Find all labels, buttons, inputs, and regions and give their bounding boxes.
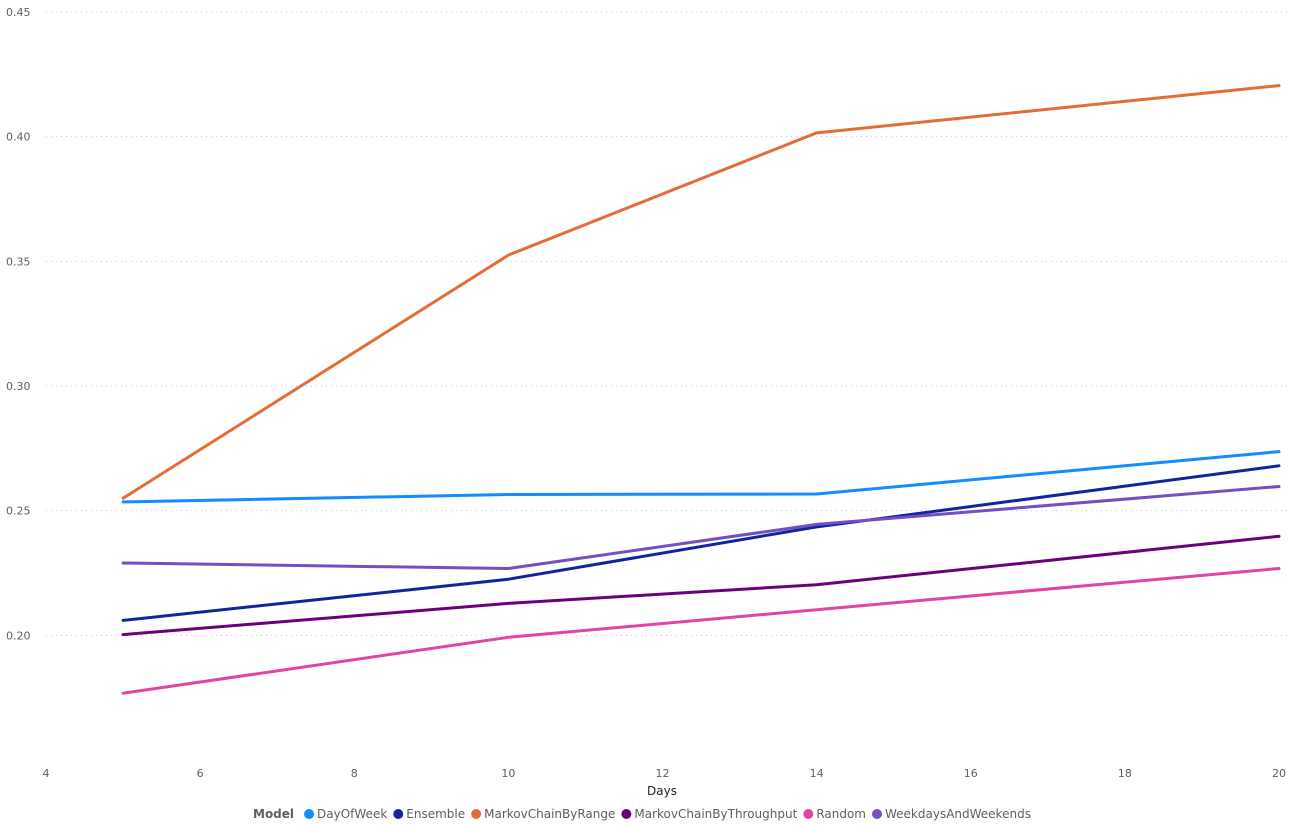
- x-tick-label: 14: [810, 767, 824, 780]
- x-tick-label: 18: [1118, 767, 1132, 780]
- y-tick-label: 0.35: [6, 255, 31, 268]
- series-line-random[interactable]: [121, 567, 1281, 695]
- legend-marker: [304, 809, 315, 819]
- x-tick-label: 4: [43, 767, 50, 780]
- y-tick-label: 0.20: [6, 629, 31, 642]
- legend-item-dayofweek[interactable]: DayOfWeek: [317, 807, 387, 821]
- series-line-markovchainbythroughput[interactable]: [121, 534, 1281, 637]
- x-tick-label: 10: [501, 767, 515, 780]
- legend-item-markovchainbyrange[interactable]: MarkovChainByRange: [484, 807, 615, 821]
- legend-item-ensemble[interactable]: Ensemble: [406, 807, 465, 821]
- x-tick-label: 20: [1272, 767, 1286, 780]
- x-tick-label: 6: [197, 767, 204, 780]
- x-tick-label: 8: [351, 767, 358, 780]
- legend-item-random[interactable]: Random: [816, 807, 866, 821]
- y-tick-label: 0.40: [6, 131, 31, 144]
- series-line-ensemble[interactable]: [121, 464, 1281, 622]
- x-axis-title: Days: [647, 784, 677, 798]
- legend-marker: [872, 809, 882, 819]
- series-line-markovchainbyrange[interactable]: [121, 84, 1281, 500]
- y-axis: 0.20 0.25 0.30 0.35 0.40 0.45: [6, 6, 31, 642]
- series-line-dayofweek[interactable]: [121, 450, 1281, 504]
- legend-title: Model: [253, 807, 294, 821]
- legend-marker: [393, 809, 404, 819]
- legend-marker: [471, 809, 482, 819]
- x-axis: 4 6 8 10 12 14 16 18 20: [43, 767, 1287, 780]
- legend-marker: [803, 809, 814, 819]
- x-tick-label: 12: [656, 767, 670, 780]
- legend: Model DayOfWeek Ensemble MarkovChainByRange…: [253, 807, 1031, 821]
- x-tick-label: 16: [964, 767, 978, 780]
- series-line-weekdaysandweekends[interactable]: [121, 485, 1281, 570]
- legend-item-weekdaysandweekends[interactable]: WeekdaysAndWeekends: [885, 807, 1031, 821]
- series-lines: [121, 84, 1281, 695]
- legend-marker: [621, 809, 632, 819]
- y-tick-label: 0.45: [6, 6, 31, 19]
- y-tick-label: 0.25: [6, 505, 31, 518]
- gridlines: [46, 11, 1287, 636]
- legend-item-markovchainbythroughput[interactable]: MarkovChainByThroughput: [634, 807, 797, 821]
- y-tick-label: 0.30: [6, 380, 31, 393]
